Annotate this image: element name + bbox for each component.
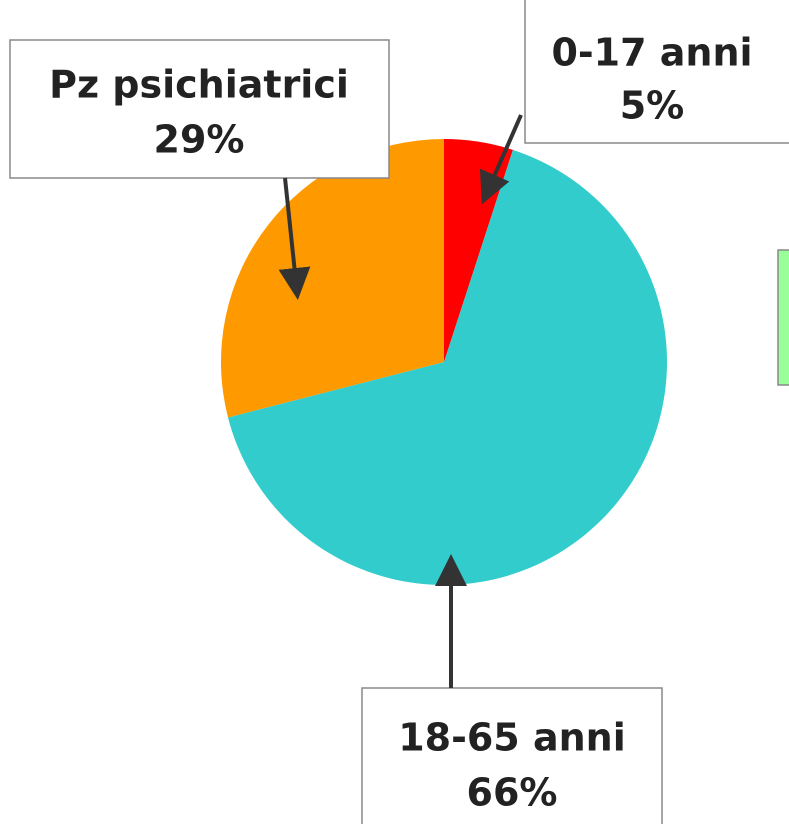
- value-label: 66%: [467, 771, 558, 815]
- label-box: [9, 39, 390, 179]
- category-label: 0-17 anni: [551, 31, 752, 75]
- label-box: [524, 0, 789, 144]
- value-label: 5%: [620, 84, 685, 128]
- value-label: 29%: [154, 118, 245, 162]
- pie-slice: [228, 149, 667, 585]
- label-arrow: [278, 177, 311, 300]
- label-arrow: [479, 114, 523, 205]
- category-label: 18-65 anni: [398, 716, 626, 760]
- label-box: [361, 687, 663, 824]
- pie-slice: [221, 139, 444, 418]
- labels: 0-17 anni 5% 18-65 anni 66% Pz psichiatrici 2…: [9, 0, 789, 824]
- category-label: Pz psichiatrici: [49, 63, 349, 107]
- side-box: [777, 249, 789, 386]
